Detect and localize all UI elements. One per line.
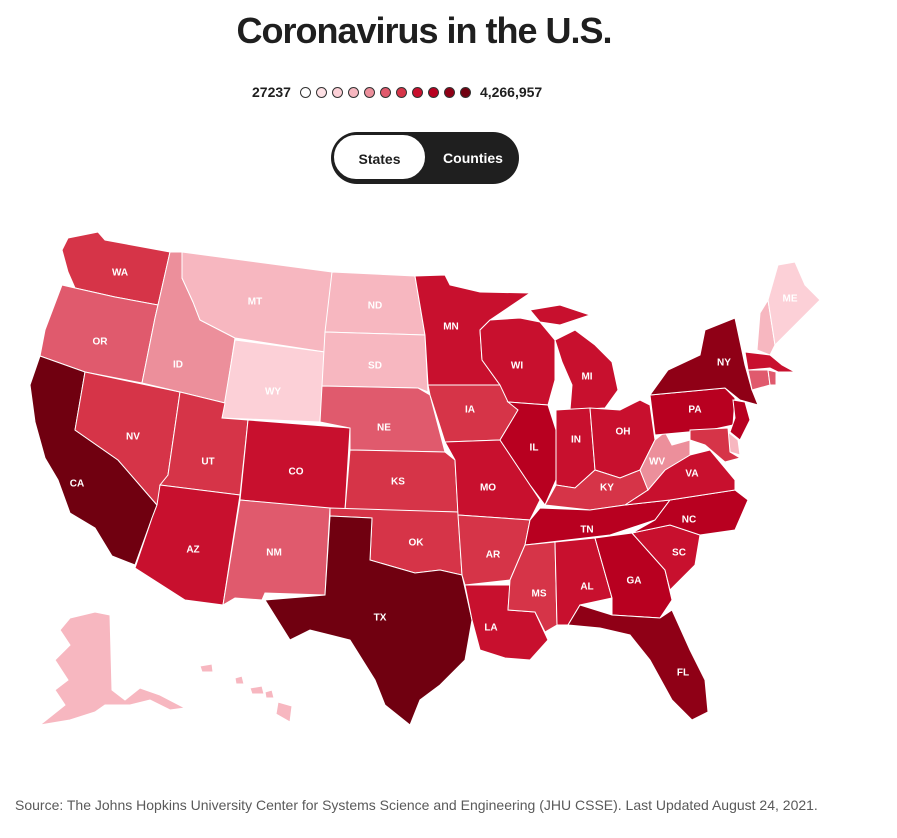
counties-toggle-button[interactable]: Counties — [443, 150, 503, 166]
state-nd[interactable] — [324, 271, 426, 336]
legend-swatch-3 — [331, 86, 343, 98]
view-toggle[interactable]: Counties States — [331, 132, 519, 184]
state-wy[interactable] — [221, 339, 326, 423]
legend-min-label: 27237 — [252, 84, 291, 100]
state-hi[interactable] — [199, 663, 293, 723]
state-ct[interactable] — [747, 369, 771, 391]
legend-swatch-2 — [315, 86, 327, 98]
legend-swatch-7 — [395, 86, 407, 98]
source-note: Source: The Johns Hopkins University Cen… — [15, 797, 818, 813]
legend-swatch-1 — [299, 86, 311, 98]
states-toggle-button[interactable]: States — [332, 133, 427, 181]
legend-swatch-9 — [427, 86, 439, 98]
page-title: Coronavirus in the U.S. — [236, 10, 612, 51]
state-az[interactable] — [134, 484, 241, 606]
us-states-map: WA OR CA NV ID MT WY UT AZ CO NM ND SD N… — [29, 231, 821, 726]
state-co[interactable] — [239, 419, 351, 511]
legend-swatch-8 — [411, 86, 423, 98]
state-mi[interactable] — [529, 304, 619, 411]
state-ma[interactable] — [744, 351, 796, 373]
legend-swatch-11 — [459, 86, 471, 98]
state-ri[interactable] — [767, 369, 777, 386]
state-ny[interactable] — [648, 317, 759, 406]
state-ak[interactable] — [38, 611, 187, 726]
state-ks[interactable] — [344, 449, 459, 513]
state-fl[interactable] — [567, 604, 709, 721]
state-tx[interactable] — [264, 515, 473, 726]
state-sd[interactable] — [321, 331, 429, 393]
state-nh[interactable] — [756, 298, 776, 356]
state-nm[interactable] — [222, 499, 331, 606]
state-md[interactable] — [689, 427, 742, 463]
legend-swatch-6 — [379, 86, 391, 98]
state-nj[interactable] — [729, 399, 751, 441]
legend-swatches — [299, 86, 471, 98]
legend-swatch-5 — [363, 86, 375, 98]
legend-swatch-10 — [443, 86, 455, 98]
state-me[interactable] — [767, 261, 821, 347]
state-il[interactable] — [499, 401, 557, 506]
legend-max-label: 4,266,957 — [479, 84, 543, 100]
legend-swatch-4 — [347, 86, 359, 98]
color-legend: 27237 4,266,957 — [252, 82, 542, 102]
